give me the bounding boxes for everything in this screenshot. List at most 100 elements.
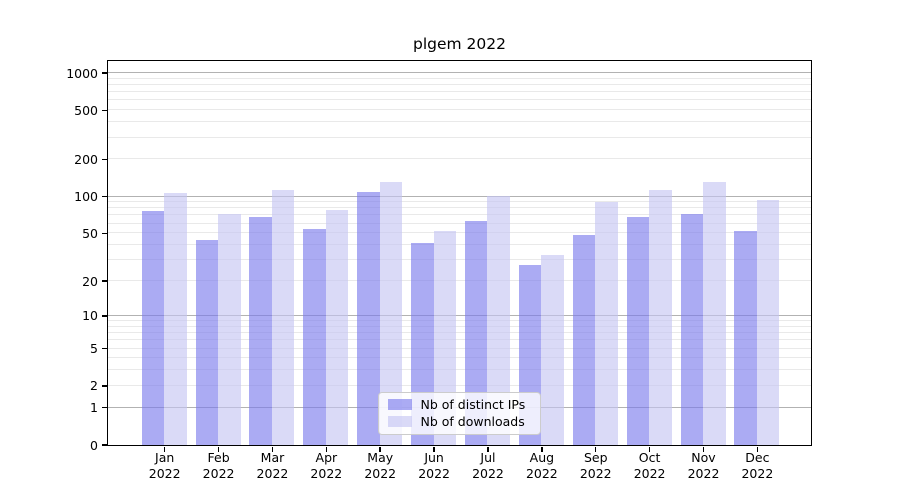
x-tick-label-jun: Jun 2022 xyxy=(406,450,462,481)
x-tick-jun xyxy=(433,446,435,452)
x-tick-nov xyxy=(702,446,705,452)
minor-gridline-700 xyxy=(107,91,811,93)
x-label-month: May xyxy=(367,450,394,465)
y-tick-label-500: 500 xyxy=(74,102,98,118)
legend-swatch-ips xyxy=(387,399,412,411)
y-tick-label-2: 2 xyxy=(90,378,98,394)
bar-downloads-oct xyxy=(649,190,672,445)
x-label-month: Nov xyxy=(691,450,716,465)
x-tick-may xyxy=(379,446,381,452)
x-label-month: Jun xyxy=(424,450,444,465)
bar-downloads-nov xyxy=(703,182,726,445)
x-tick-label-jan: Jan 2022 xyxy=(137,450,193,481)
minor-gridline-500 xyxy=(107,109,811,111)
y-tick-5 xyxy=(101,347,107,350)
minor-gridline-400 xyxy=(107,121,811,123)
minor-gridline-8 xyxy=(107,325,811,327)
x-tick-label-jul: Jul 2022 xyxy=(460,450,516,481)
minor-gridline-40 xyxy=(107,244,811,246)
legend-item-distinct-ips: Nb of distinct IPs xyxy=(387,397,531,414)
x-tick-jan xyxy=(163,446,166,452)
y-tick-label-50: 50 xyxy=(82,225,98,241)
bar-downloads-jun xyxy=(433,230,457,445)
minor-gridline-90 xyxy=(107,201,811,203)
minor-gridline-4 xyxy=(107,357,811,359)
x-tick-jul xyxy=(487,446,489,452)
legend-label-downloads: Nb of downloads xyxy=(420,413,525,429)
x-label-year: 2022 xyxy=(148,465,181,481)
bar-downloads-aug xyxy=(541,254,564,445)
x-tick-label-mar: Mar 2022 xyxy=(244,450,300,481)
x-label-year: 2022 xyxy=(687,465,720,481)
legend: Nb of distinct IPs Nb of downloads xyxy=(377,391,541,435)
minor-gridline-6 xyxy=(107,339,811,341)
minor-gridline-9 xyxy=(107,320,811,322)
x-tick-label-nov: Nov 2022 xyxy=(676,450,732,481)
x-tick-mar xyxy=(271,446,274,452)
x-tick-label-feb: Feb 2022 xyxy=(191,450,247,481)
y-tick-0 xyxy=(101,444,107,446)
x-tick-apr xyxy=(325,446,328,452)
bar-ips-jul xyxy=(464,220,488,445)
minor-gridline-7 xyxy=(107,332,811,334)
legend-item-downloads: Nb of downloads xyxy=(387,413,531,430)
x-label-year: 2022 xyxy=(741,465,774,481)
bar-ips-feb xyxy=(195,239,219,445)
x-tick-sep xyxy=(594,446,597,452)
bar-downloads-jul xyxy=(487,196,510,445)
x-label-month: Aug xyxy=(529,450,555,465)
minor-gridline-2 xyxy=(107,384,811,386)
minor-gridline-3 xyxy=(107,369,811,371)
x-label-year: 2022 xyxy=(579,465,612,481)
x-tick-feb xyxy=(217,446,220,452)
y-tick-20 xyxy=(101,280,107,282)
x-tick-dec xyxy=(756,446,759,452)
y-tick-label-100: 100 xyxy=(74,189,98,204)
plot-area: Nb of distinct IPs Nb of downloads xyxy=(106,59,812,446)
bar-ips-sep xyxy=(572,234,596,445)
minor-gridline-30 xyxy=(107,259,811,261)
bar-downloads-may xyxy=(379,182,403,445)
y-tick-label-1: 1 xyxy=(90,400,98,416)
x-label-month: Feb xyxy=(207,450,230,465)
major-gridline-1000 xyxy=(107,72,811,74)
x-tick-label-dec: Dec 2022 xyxy=(729,450,785,481)
x-tick-label-oct: Oct 2022 xyxy=(622,450,678,481)
bar-ips-dec xyxy=(734,230,757,445)
y-tick-label-20: 20 xyxy=(82,273,98,289)
x-tick-label-aug: Aug 2022 xyxy=(514,450,570,481)
y-tick-1000 xyxy=(101,72,107,74)
y-tick-label-10: 10 xyxy=(82,308,98,324)
y-tick-label-1000: 1000 xyxy=(66,65,98,81)
y-tick-100 xyxy=(101,195,107,198)
minor-gridline-800 xyxy=(107,84,811,86)
y-tick-10 xyxy=(101,315,107,317)
x-tick-label-sep: Sep 2022 xyxy=(568,450,624,481)
y-tick-1 xyxy=(101,406,107,409)
minor-gridline-600 xyxy=(107,99,811,101)
minor-gridline-200 xyxy=(107,158,811,160)
x-tick-oct xyxy=(648,446,651,452)
y-tick-200 xyxy=(101,158,107,161)
x-label-year: 2022 xyxy=(418,465,450,481)
y-tick-50 xyxy=(101,232,107,235)
x-tick-aug xyxy=(541,446,543,452)
bar-downloads-apr xyxy=(325,209,349,445)
bar-downloads-sep xyxy=(595,202,618,445)
x-label-year: 2022 xyxy=(256,465,289,481)
x-label-month: Mar xyxy=(260,450,285,465)
minor-gridline-5 xyxy=(107,347,811,349)
y-tick-2 xyxy=(101,385,107,387)
y-tick-label-0: 0 xyxy=(90,437,98,453)
bar-ips-oct xyxy=(626,217,650,445)
major-gridline-100 xyxy=(107,195,811,197)
x-tick-label-apr: Apr 2022 xyxy=(298,450,354,481)
x-label-month: Sep xyxy=(583,450,608,465)
bar-downloads-jan xyxy=(164,192,187,445)
bar-ips-nov xyxy=(680,214,703,445)
bar-ips-may xyxy=(357,191,380,445)
minor-gridline-70 xyxy=(107,214,811,216)
minor-gridline-60 xyxy=(107,222,811,224)
x-label-year: 2022 xyxy=(633,465,666,481)
x-label-year: 2022 xyxy=(202,465,235,481)
